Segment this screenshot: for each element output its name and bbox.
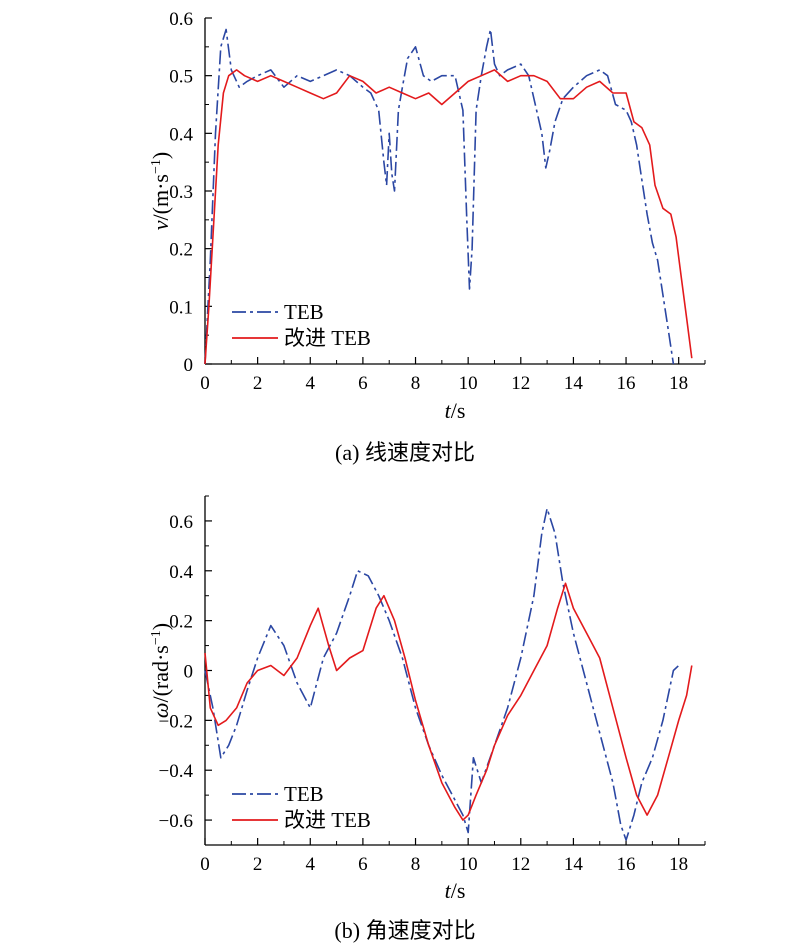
x-tick-label: 4 [306,373,316,394]
x-tick-label: 14 [564,373,584,394]
y-tick-label: −0.4 [159,761,194,782]
x-tick-label: 18 [669,373,688,394]
y-tick-label: 0 [184,355,194,376]
y-tick-label: 0.6 [169,9,193,30]
legend-label: TEB [284,782,324,806]
x-tick-label: 10 [459,373,478,394]
x-tick-label: 8 [411,373,421,394]
x-tick-label: 0 [200,373,210,394]
x-tick-label: 16 [617,373,636,394]
series-line-improved-teb [204,582,693,821]
x-tick-label: 0 [200,854,210,875]
x-tick-label: 10 [459,854,478,875]
y-tick-label: −0.2 [159,711,193,732]
y-tick-label: 0.1 [169,297,193,318]
y-tick-label: 0 [184,662,194,683]
x-tick-label: 12 [511,854,530,875]
y-tick-label: −0.6 [159,811,193,832]
x-tick-label: 2 [253,854,263,875]
chart-caption: (a) 线速度对比 [335,440,475,465]
chart-caption: (b) 角速度对比 [334,918,475,943]
y-tick-label: 0.4 [169,124,193,145]
series-line-teb [204,28,675,365]
x-axis-label: t/s [445,878,466,903]
series-line-teb [204,507,680,841]
y-axis-label: v/(m·s−1) [148,152,173,230]
x-axis-label: t/s [445,398,466,423]
y-tick-label: 0.2 [169,240,193,261]
x-tick-label: 8 [411,854,421,875]
chart-angular-velocity: 0 2 4 6 8 10 12 14 16 18 −0.6 −0.4 −0.2 0 0.2 0.4 0.6 TEB… [148,495,706,943]
x-tick-label: 4 [306,854,316,875]
x-tick-label: 12 [511,373,530,394]
series-line-improved-teb [204,69,693,365]
x-tick-label: 6 [358,373,368,394]
legend-label: 改进 TEB [284,326,371,350]
y-tick-label: 0.3 [169,182,193,203]
x-tick-label: 14 [564,854,584,875]
y-tick-label: 0.4 [169,562,193,583]
x-tick-label: 6 [358,854,368,875]
y-axis-label: ω/(rad·s−1) [148,623,173,718]
y-tick-label: 0.6 [169,512,193,533]
legend-label: TEB [284,300,324,324]
chart-linear-velocity: 0 2 4 6 8 10 12 14 16 18 0 0.1 0.2 0.3 0.4 0.5 0.6 TEB改进 … [148,9,706,465]
y-tick-label: 0.2 [169,612,193,633]
x-tick-label: 18 [669,854,688,875]
legend-label: 改进 TEB [284,808,371,832]
y-tick-label: 0.5 [169,67,193,88]
x-tick-label: 16 [617,854,636,875]
x-tick-label: 2 [253,373,263,394]
